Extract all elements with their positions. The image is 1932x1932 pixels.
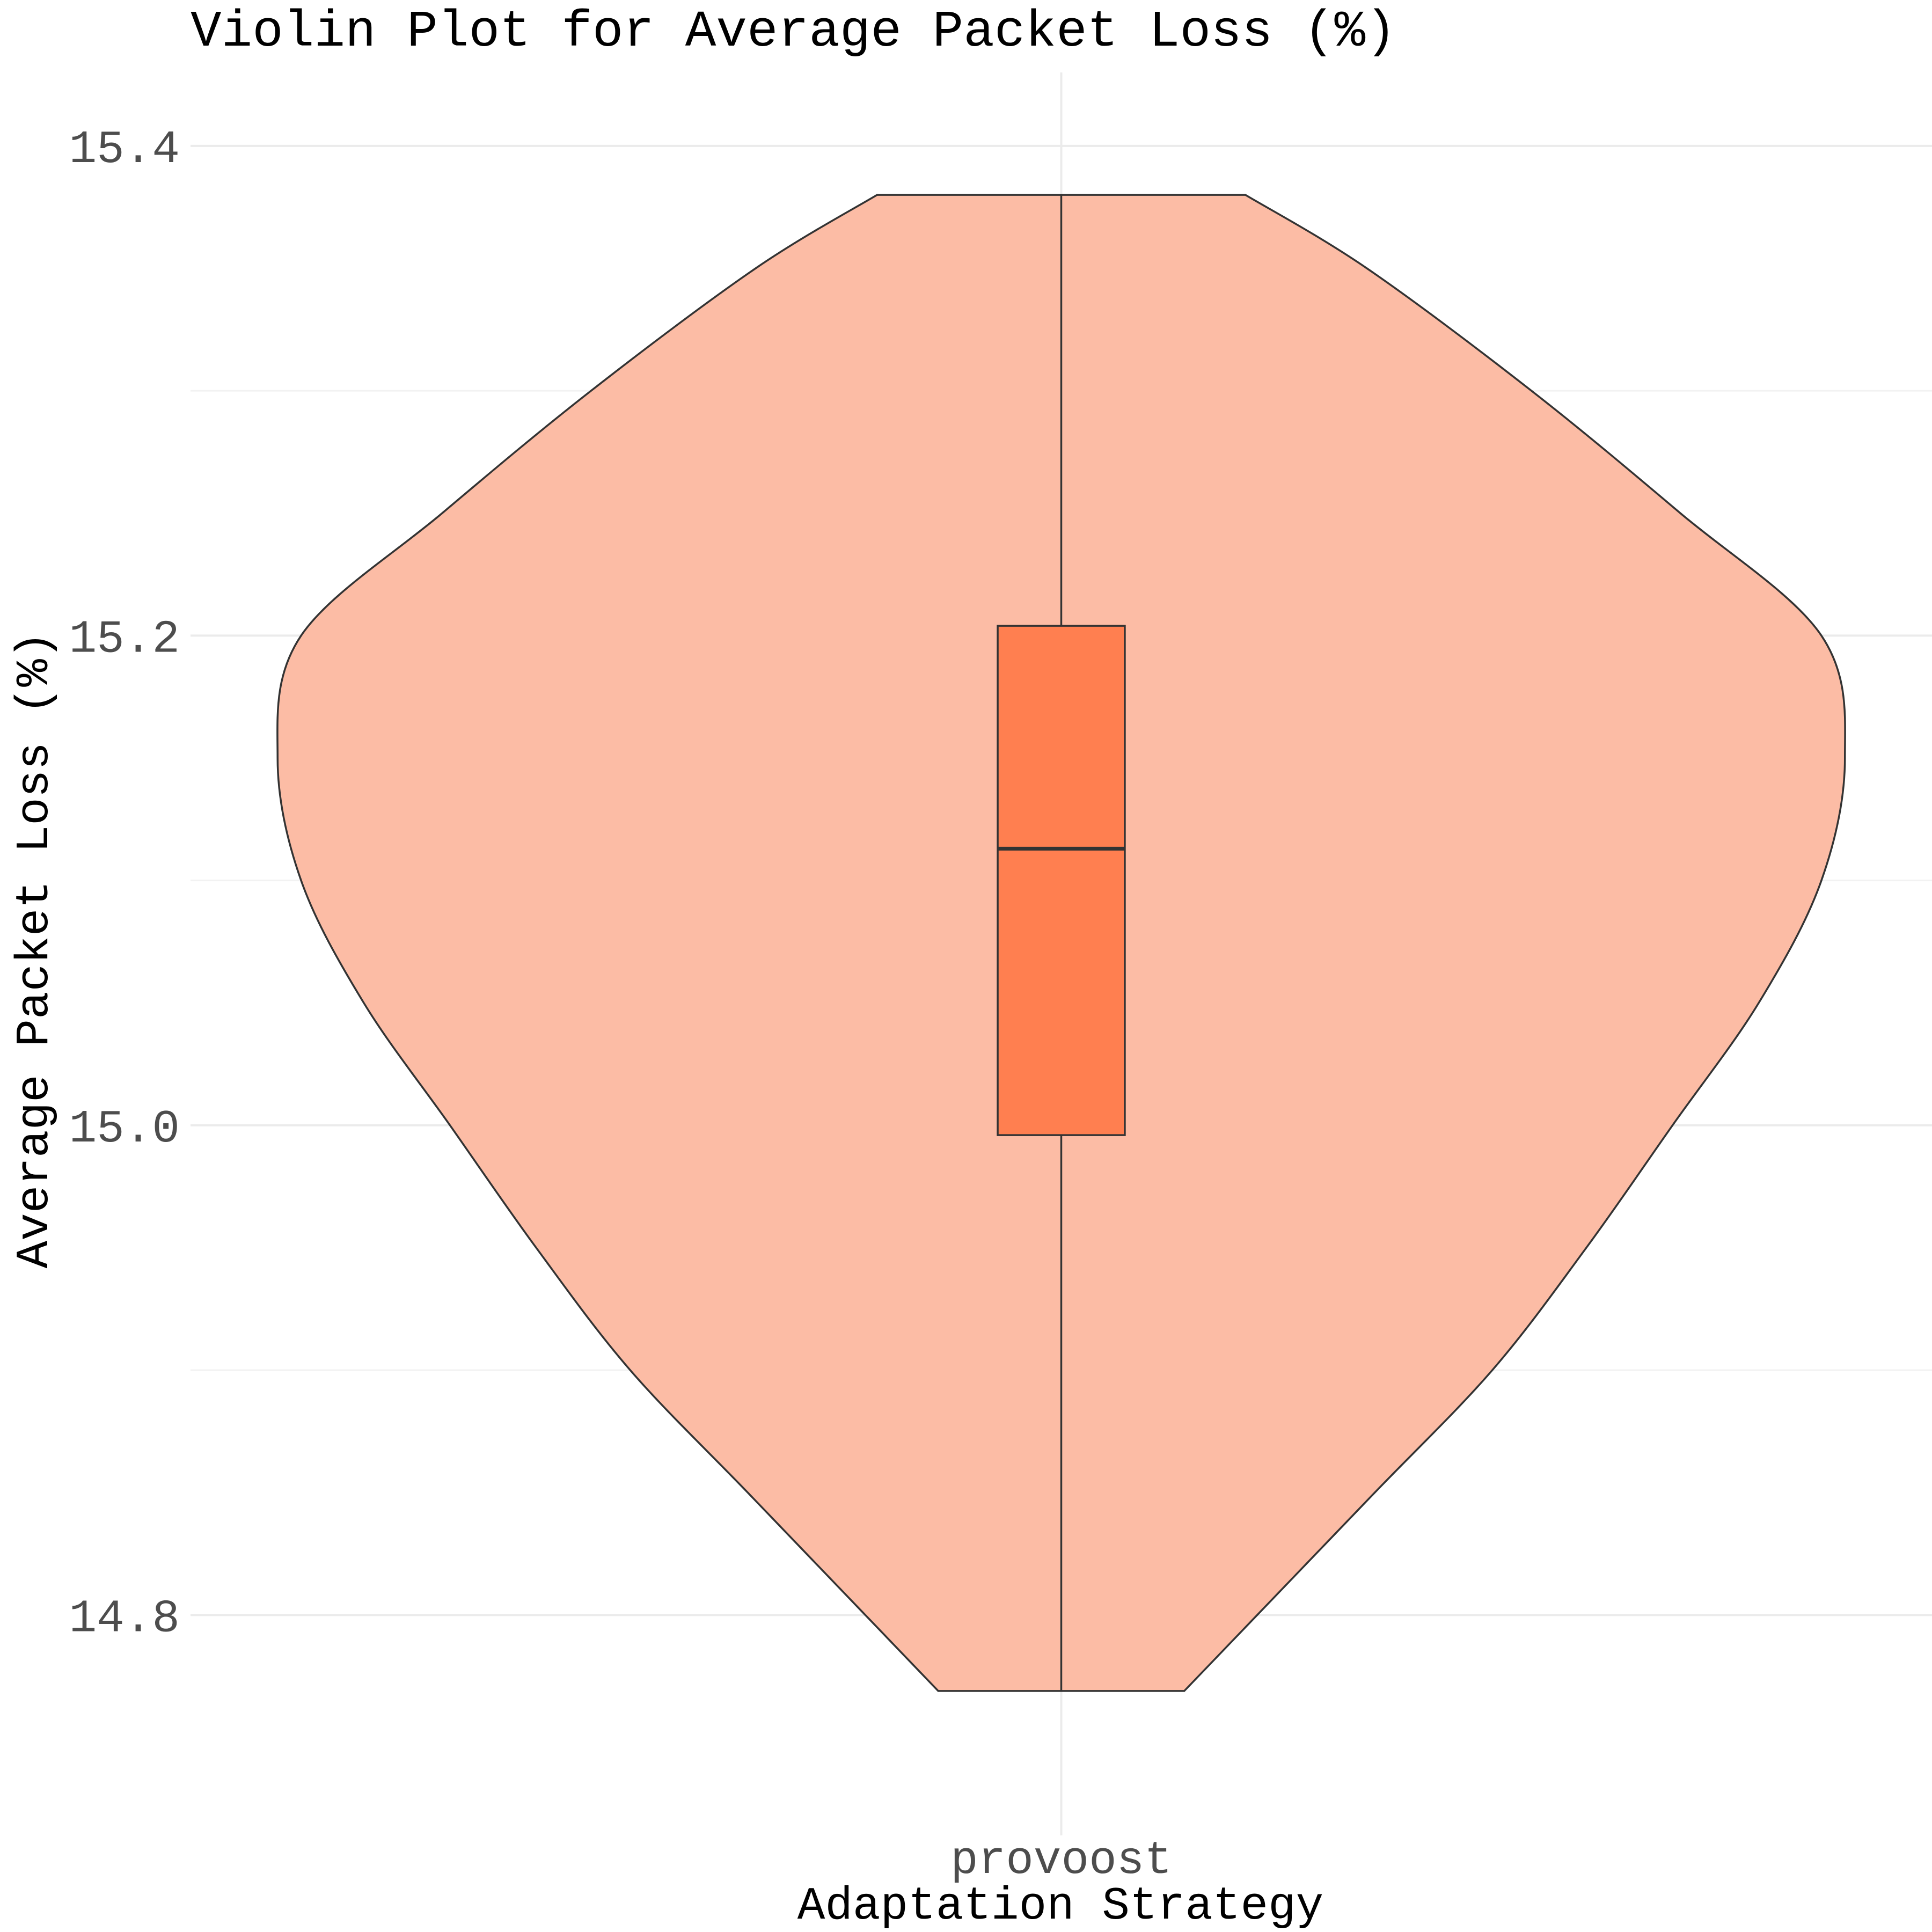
violin-layer: [276, 194, 1846, 1692]
iqr-box: [997, 625, 1126, 1136]
y-axis-title: Average Packet Loss (%): [9, 632, 61, 1269]
x-axis-ticks: provoost: [950, 1834, 1172, 1887]
y-tick-label: 14.8: [69, 1592, 180, 1645]
chart-title: Violin Plot for Average Packet Loss (%): [191, 3, 1396, 61]
y-axis-ticks: 14.8 15.0 15.2 15.4: [69, 123, 180, 1645]
x-tick-label: provoost: [950, 1834, 1172, 1887]
y-tick-label: 15.0: [69, 1103, 180, 1155]
x-axis-title: Adaptation Strategy: [797, 1880, 1324, 1932]
y-tick-label: 15.2: [69, 613, 180, 665]
y-tick-label: 15.4: [69, 123, 180, 176]
